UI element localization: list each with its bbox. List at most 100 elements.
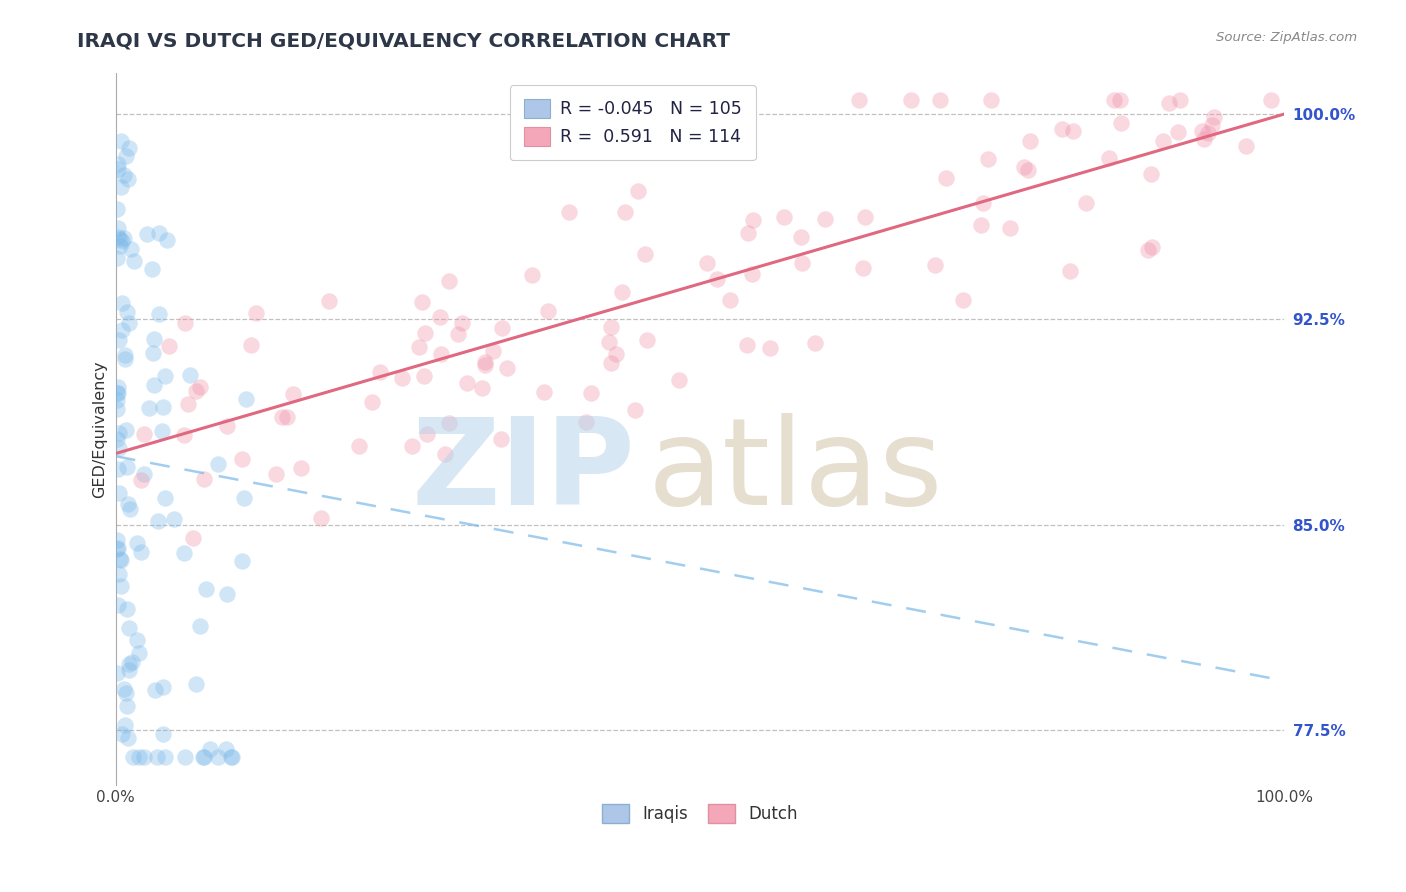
Point <box>1140 239 1163 253</box>
Point <box>193 750 215 764</box>
Point <box>136 227 159 242</box>
Point <box>107 598 129 612</box>
Point <box>634 246 657 260</box>
Point <box>132 427 155 442</box>
Point <box>370 365 392 379</box>
Point <box>117 172 139 186</box>
Point <box>471 382 494 396</box>
Point <box>804 336 827 351</box>
Point <box>153 491 176 505</box>
Point <box>1168 94 1191 108</box>
Point <box>537 304 560 318</box>
Point <box>114 718 136 732</box>
Point <box>141 261 163 276</box>
Point <box>790 255 813 269</box>
Point <box>190 619 212 633</box>
Point <box>143 332 166 346</box>
Point <box>118 501 141 516</box>
Point <box>191 750 214 764</box>
Point <box>152 681 174 695</box>
Point <box>520 268 543 282</box>
Point <box>239 337 262 351</box>
Point <box>112 682 135 697</box>
Point <box>790 230 813 244</box>
Point <box>194 582 217 597</box>
Point <box>215 742 238 756</box>
Point <box>108 552 131 566</box>
Point <box>401 439 423 453</box>
Point <box>110 134 132 148</box>
Point <box>150 424 173 438</box>
Point <box>107 386 129 401</box>
Point <box>110 553 132 567</box>
Point <box>117 317 139 331</box>
Y-axis label: GED/Equivalency: GED/Equivalency <box>93 360 107 498</box>
Point <box>115 149 138 163</box>
Point <box>706 272 728 286</box>
Point <box>121 655 143 669</box>
Point <box>924 258 946 272</box>
Point <box>1167 125 1189 139</box>
Point <box>207 750 229 764</box>
Point <box>852 260 875 275</box>
Point <box>190 379 212 393</box>
Point <box>482 344 505 359</box>
Text: atlas: atlas <box>647 413 943 530</box>
Point <box>408 340 430 354</box>
Point <box>146 514 169 528</box>
Point <box>108 442 131 456</box>
Point <box>929 94 952 108</box>
Point <box>114 686 136 700</box>
Point <box>270 410 292 425</box>
Point <box>347 439 370 453</box>
Point <box>610 285 633 299</box>
Point <box>105 386 128 401</box>
Point <box>439 416 461 430</box>
Point <box>600 356 623 370</box>
Point <box>1104 94 1126 108</box>
Point <box>276 409 298 424</box>
Point <box>491 320 513 334</box>
Point <box>117 497 139 511</box>
Point <box>1109 116 1132 130</box>
Point <box>107 220 129 235</box>
Point <box>579 385 602 400</box>
Point <box>184 677 207 691</box>
Point <box>128 646 150 660</box>
Point <box>1139 167 1161 181</box>
Point <box>138 401 160 416</box>
Point <box>309 510 332 524</box>
Point <box>120 242 142 256</box>
Point <box>429 347 451 361</box>
Point <box>605 347 627 361</box>
Point <box>496 360 519 375</box>
Point <box>108 425 131 440</box>
Point <box>122 254 145 268</box>
Point <box>111 234 134 248</box>
Point <box>456 376 478 390</box>
Point <box>1192 132 1215 146</box>
Point <box>173 316 195 330</box>
Point <box>111 727 134 741</box>
Point <box>900 94 922 108</box>
Point <box>163 512 186 526</box>
Point <box>129 544 152 558</box>
Point <box>1059 264 1081 278</box>
Point <box>696 256 718 270</box>
Point <box>118 621 141 635</box>
Point <box>668 373 690 387</box>
Point <box>451 317 474 331</box>
Point <box>221 750 243 764</box>
Point <box>118 663 141 677</box>
Point <box>125 536 148 550</box>
Point <box>624 403 647 417</box>
Text: Source: ZipAtlas.com: Source: ZipAtlas.com <box>1216 31 1357 45</box>
Point <box>742 213 765 227</box>
Point <box>1074 196 1097 211</box>
Point <box>115 423 138 437</box>
Point <box>117 141 139 155</box>
Point <box>127 633 149 648</box>
Point <box>117 304 139 318</box>
Point <box>177 397 200 411</box>
Point <box>115 459 138 474</box>
